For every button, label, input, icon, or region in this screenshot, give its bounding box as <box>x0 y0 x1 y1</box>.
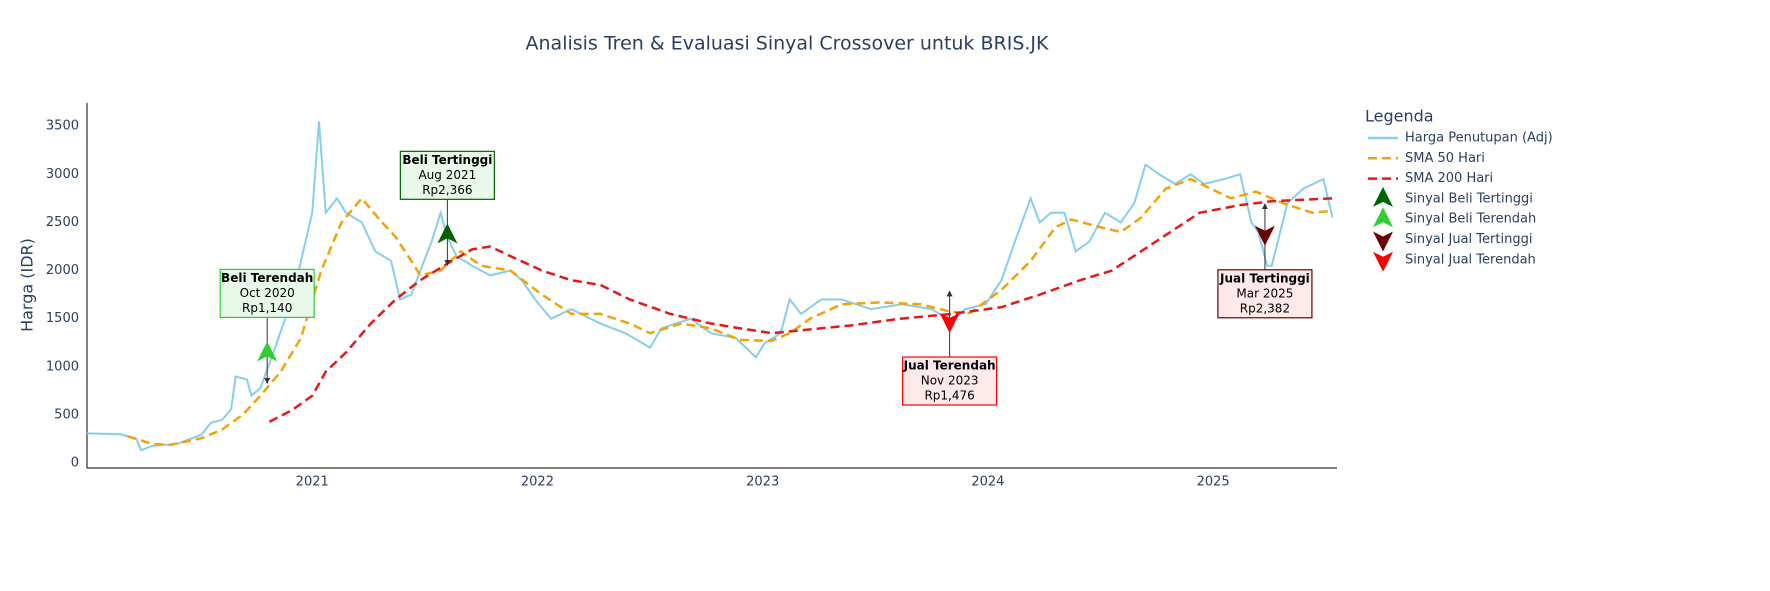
legend-label: Sinyal Beli Tertinggi <box>1405 191 1533 206</box>
annotation-date: Nov 2023 <box>921 374 979 388</box>
signal-marker <box>939 313 960 334</box>
signal-marker <box>437 223 458 244</box>
annotation-title: Jual Terendah <box>903 359 996 373</box>
legend-label: Harga Penutupan (Adj) <box>1405 131 1553 146</box>
y-tick-label: 500 <box>54 408 79 423</box>
annotation-box <box>1217 269 1313 319</box>
signal-marker <box>1254 225 1275 246</box>
chart-title: Analisis Tren & Evaluasi Sinyal Crossove… <box>526 33 1050 55</box>
annotation-box <box>219 268 315 318</box>
annotation-box <box>902 356 998 406</box>
y-tick-label: 1500 <box>46 311 79 326</box>
legend-label: SMA 200 Hari <box>1405 171 1493 186</box>
x-tick-label: 2021 <box>296 475 329 490</box>
legend-title: Legenda <box>1365 107 1434 126</box>
legend-symbol <box>1373 231 1393 252</box>
legend-symbol <box>1373 251 1393 272</box>
legend-label: Sinyal Jual Terendah <box>1405 252 1536 267</box>
y-tick-label: 2500 <box>46 215 79 230</box>
x-tick-label: 2024 <box>971 475 1004 490</box>
x-tick-label: 2022 <box>521 475 554 490</box>
legend-label: Sinyal Beli Terendah <box>1405 212 1536 227</box>
y-tick-label: 1000 <box>46 359 79 374</box>
signal-marker <box>257 341 278 362</box>
x-tick-label: 2025 <box>1197 475 1230 490</box>
annotation-value: Rp1,140 <box>242 301 292 315</box>
legend-symbol <box>1373 186 1393 207</box>
annotation-date: Oct 2020 <box>240 286 295 300</box>
legend-label: Sinyal Jual Tertinggi <box>1405 232 1532 247</box>
y-axis-title: Harga (IDR) <box>18 238 37 332</box>
line-series <box>268 197 1333 423</box>
annotation-title: Beli Tertinggi <box>402 153 492 167</box>
annotation-title: Jual Tertinggi <box>1219 271 1310 285</box>
annotation-date: Aug 2021 <box>418 168 476 182</box>
y-tick-label: 3000 <box>46 167 79 182</box>
annotation-value: Rp2,366 <box>422 183 472 197</box>
annotation-date: Mar 2025 <box>1236 286 1293 300</box>
line-series <box>86 121 1334 452</box>
annotation-value: Rp2,382 <box>1240 301 1290 315</box>
annotation-box <box>399 150 495 200</box>
annotation-value: Rp1,476 <box>924 389 974 403</box>
legend-symbol <box>1373 207 1393 228</box>
y-tick-label: 2000 <box>46 263 79 278</box>
y-tick-label: 0 <box>71 456 79 471</box>
x-tick-label: 2023 <box>746 475 779 490</box>
legend-label: SMA 50 Hari <box>1405 151 1485 166</box>
annotation-title: Beli Terendah <box>221 271 313 285</box>
y-tick-label: 3500 <box>46 119 79 134</box>
